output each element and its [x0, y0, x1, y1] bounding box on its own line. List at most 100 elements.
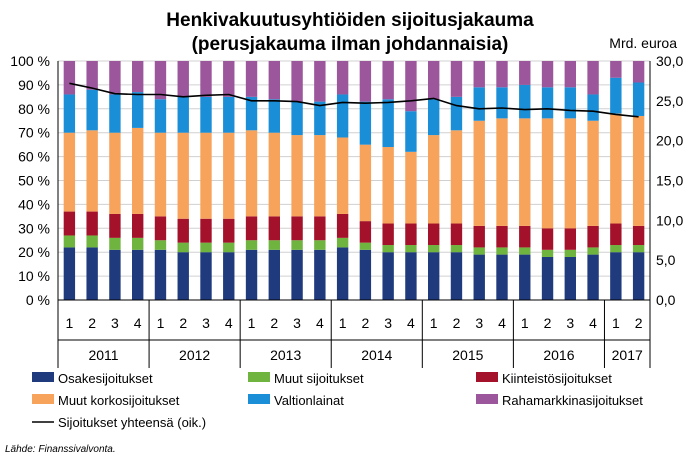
- bar-segment-2: [63, 235, 76, 248]
- bar-segment-1: [245, 249, 258, 300]
- bar-segment-2: [336, 237, 349, 248]
- bar-segment-6: [382, 61, 394, 100]
- y2-tick-label: 0,0: [656, 292, 676, 308]
- bar-segment-5: [314, 101, 326, 136]
- bar-segment-4: [63, 132, 76, 212]
- y2-tick-label: 30,0: [656, 53, 683, 69]
- bar-segment-3: [154, 216, 167, 241]
- bar-segment-2: [519, 247, 531, 255]
- y2-tick-label: 5,0: [656, 252, 676, 268]
- bar-segment-4: [291, 135, 303, 217]
- bar-segment-4: [154, 132, 167, 217]
- bar-segment-3: [268, 216, 280, 241]
- bar-segment-6: [314, 61, 326, 102]
- bar-segment-6: [291, 61, 303, 102]
- quarter-label: 1: [157, 315, 165, 331]
- bar-segment-3: [405, 223, 417, 246]
- bar-segment-6: [428, 61, 440, 100]
- bar-segment-1: [564, 256, 576, 300]
- bar-segment-3: [519, 225, 531, 248]
- bar-segment-3: [450, 223, 463, 246]
- y-tick-label: 80 %: [18, 101, 50, 117]
- legend-label: Sijoitukset yhteensä (oik.): [58, 415, 206, 430]
- quarter-label: 1: [339, 315, 347, 331]
- bar-segment-6: [268, 61, 280, 100]
- bar-segment-1: [177, 252, 189, 300]
- bar-segment-2: [382, 245, 394, 253]
- year-label: 2012: [179, 347, 210, 363]
- quarter-label: 3: [202, 315, 210, 331]
- quarter-label: 4: [225, 315, 233, 331]
- total-line: [69, 82, 639, 118]
- bar-segment-3: [223, 218, 235, 243]
- bar-segment-2: [268, 240, 280, 250]
- bar-segment-3: [496, 225, 508, 248]
- bar-segment-1: [428, 252, 440, 300]
- bar-segment-1: [154, 249, 167, 300]
- bar-segment-1: [132, 249, 144, 300]
- bar-segment-4: [200, 132, 212, 219]
- source-note: Lähde: Finanssivalvonta.: [5, 444, 116, 455]
- y2-tick-label: 15,0: [656, 173, 683, 189]
- bar-segment-4: [610, 113, 622, 224]
- bar-segment-3: [177, 218, 189, 243]
- y-tick-label: 70 %: [18, 125, 50, 141]
- bar-segment-4: [564, 118, 576, 229]
- bar-segment-5: [564, 87, 576, 119]
- bar-segment-2: [450, 245, 463, 253]
- bar-segment-5: [223, 96, 235, 133]
- bar-segment-4: [450, 130, 463, 224]
- bar-segment-5: [519, 84, 531, 119]
- bar-segment-5: [473, 87, 485, 121]
- chart-title-line2: (perusjakauma ilman johdannaisia): [192, 34, 509, 55]
- bar-segment-1: [405, 252, 417, 300]
- bar-segment-2: [428, 245, 440, 253]
- bar-segment-3: [610, 223, 622, 246]
- bar-segment-2: [359, 242, 372, 250]
- quarter-label: 3: [293, 315, 301, 331]
- legend-swatch: [32, 394, 54, 404]
- bar-segment-2: [405, 245, 417, 253]
- bar-segment-4: [336, 137, 349, 214]
- bar-segment-4: [496, 118, 508, 226]
- bar-segment-5: [450, 96, 463, 131]
- quarter-label: 1: [612, 315, 620, 331]
- bar-segment-2: [587, 247, 599, 255]
- bar-segment-1: [610, 252, 622, 300]
- bar-segment-6: [519, 61, 531, 85]
- bar-segment-5: [632, 82, 645, 116]
- quarter-label: 3: [111, 315, 119, 331]
- bar-segment-6: [496, 61, 508, 88]
- quarter-label: 3: [475, 315, 483, 331]
- bar-segment-6: [86, 61, 98, 90]
- bar-segment-6: [587, 61, 599, 95]
- bar-segment-4: [314, 135, 326, 217]
- y2-tick-label: 25,0: [656, 93, 683, 109]
- bar-segment-3: [132, 213, 144, 238]
- bar-segment-4: [519, 118, 531, 226]
- bar-segment-4: [428, 135, 440, 224]
- quarter-label: 4: [316, 315, 324, 331]
- bar-segment-4: [223, 132, 235, 219]
- bar-segment-6: [200, 61, 212, 97]
- bar-segment-2: [564, 249, 576, 257]
- bar-segment-5: [359, 101, 372, 145]
- bar-segment-6: [610, 61, 622, 78]
- bar-segment-3: [314, 216, 326, 241]
- bar-segment-2: [496, 247, 508, 255]
- bar-segment-1: [519, 254, 531, 300]
- bar-segment-1: [223, 252, 235, 300]
- year-label: 2011: [88, 347, 118, 363]
- bar-segment-6: [109, 61, 121, 95]
- bar-segment-5: [336, 94, 349, 138]
- bar-segment-4: [382, 147, 394, 224]
- bar-segment-6: [541, 61, 554, 88]
- bar-segment-4: [632, 115, 645, 226]
- bar-segment-5: [587, 94, 599, 121]
- bar-segment-3: [382, 223, 394, 246]
- bar-segment-2: [314, 240, 326, 250]
- y2-tick-label: 10,0: [656, 212, 683, 228]
- quarter-label: 1: [521, 315, 529, 331]
- bar-segment-3: [428, 223, 440, 246]
